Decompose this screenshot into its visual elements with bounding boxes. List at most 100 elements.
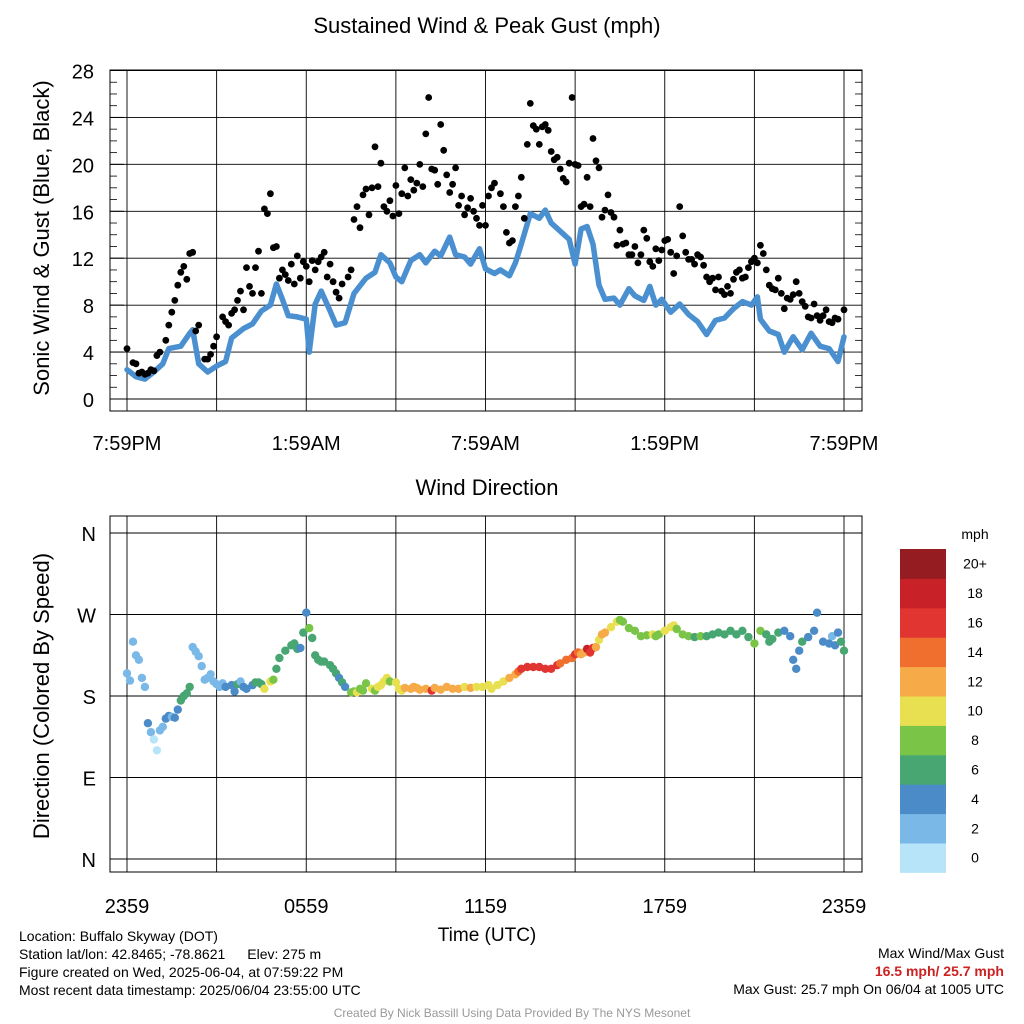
gust-point: [712, 286, 719, 294]
gust-point: [189, 248, 197, 256]
gust-point: [547, 148, 555, 155]
direction-point: [529, 662, 538, 672]
colorbar-swatch: [900, 549, 946, 579]
max-summary: Max Wind/Max Gust 16.5 mph/ 25.7 mph Max…: [733, 944, 1004, 998]
gust-point: [532, 125, 540, 133]
gust-point: [258, 290, 265, 297]
gust-point: [470, 207, 477, 215]
wind-speed-line: [124, 207, 847, 382]
direction-point: [230, 687, 239, 696]
latlon-row: Station lat/lon: 42.8465; -78.8621 Elev: …: [19, 945, 361, 963]
gust-point: [795, 290, 803, 297]
direction-point: [600, 628, 610, 637]
direction-point: [122, 669, 132, 678]
gust-point: [517, 173, 525, 181]
gust-point: [123, 345, 131, 352]
top-plot-frame: [109, 69, 863, 412]
gust-point: [332, 288, 340, 296]
gust-point: [580, 200, 588, 208]
gust-point: [132, 360, 140, 368]
colorbar-swatch: [900, 754, 946, 785]
gust-point: [526, 100, 534, 107]
colorbar-label: 2: [971, 820, 979, 836]
gust-point: [365, 211, 373, 219]
bottom-x-tick-label: 0559: [284, 896, 329, 918]
gust-point: [284, 277, 292, 284]
gust-point: [350, 216, 358, 223]
bottom-x-tick-label: 2359: [822, 896, 867, 918]
gust-point: [407, 176, 415, 184]
gust-point: [598, 213, 606, 221]
max-values: 16.5 mph/ 25.7 mph: [874, 963, 1004, 979]
direction-point: [618, 617, 628, 626]
direction-point: [798, 637, 807, 646]
gust-point: [207, 351, 215, 358]
direction-point: [275, 653, 284, 663]
gust-point: [742, 273, 749, 281]
gust-point: [150, 367, 158, 375]
gust-point: [416, 161, 424, 168]
bottom-chart-title: Wind Direction: [415, 475, 558, 500]
gust-point: [425, 94, 433, 101]
gust-point: [664, 236, 672, 243]
direction-point: [750, 639, 759, 648]
gust-point: [679, 232, 687, 240]
gust-point: [344, 273, 352, 281]
direction-point: [780, 626, 789, 635]
gust-point: [520, 214, 528, 222]
gust-point: [697, 253, 704, 261]
direction-point: [260, 684, 269, 693]
gust-point: [156, 348, 164, 356]
gust-point: [601, 206, 609, 214]
direction-point: [812, 608, 822, 617]
bottom-x-tick-label: 1759: [643, 896, 688, 918]
gust-point: [759, 250, 767, 257]
direction-point: [630, 626, 640, 635]
top-y-tick-label: 24: [72, 108, 94, 130]
colorbar-swatch: [900, 607, 946, 638]
direction-point: [448, 684, 457, 693]
direction-point: [305, 623, 314, 633]
direction-point: [523, 662, 532, 672]
bottom-y-tick-label: S: [83, 687, 96, 709]
gust-point: [383, 207, 391, 215]
gust-point: [413, 179, 421, 187]
direction-point: [809, 626, 819, 635]
top-y-tick-label: 28: [72, 62, 94, 84]
gust-point: [377, 159, 385, 167]
gust-point: [586, 203, 594, 211]
gust-point: [840, 306, 848, 314]
top-chart-axes: 0 4 8 12 16 20 24 28 7:59PM 1:59AM 7:59AM 1:59PM 7:5…: [72, 62, 879, 456]
top-chart-gust-series: [123, 94, 848, 378]
gust-point: [822, 306, 830, 314]
gust-point: [721, 291, 728, 298]
top-y-tick-label: 4: [83, 343, 94, 365]
credit-text: Created By Nick Bassill Using Data Provi…: [333, 1006, 691, 1020]
max-gust-text: Max Gust: 25.7 mph On 06/04 at 1005 UTC: [733, 981, 1004, 997]
direction-point: [340, 682, 350, 692]
gust-point: [389, 212, 397, 220]
direction-point: [125, 676, 135, 685]
gust-point: [792, 278, 800, 286]
gust-point: [353, 203, 361, 211]
direction-point: [281, 646, 290, 655]
gust-point: [240, 306, 247, 314]
elevation-text: Elev: 275 m: [247, 946, 322, 962]
direction-point: [358, 686, 368, 695]
gust-point: [356, 224, 364, 232]
gust-point: [359, 191, 367, 199]
gust-point: [500, 203, 507, 211]
colorbar-label: 8: [971, 732, 979, 748]
gust-point: [613, 241, 621, 249]
gust-point: [338, 280, 346, 288]
direction-point: [149, 735, 159, 744]
gust-point: [485, 192, 492, 200]
gust-point: [273, 243, 280, 250]
gust-point: [264, 210, 271, 218]
direction-point: [606, 623, 616, 632]
gust-point: [583, 173, 591, 181]
top-x-tick-label: 1:59PM: [630, 433, 699, 455]
gust-point: [225, 321, 233, 329]
top-x-tick-label: 7:59PM: [810, 433, 879, 455]
gust-point: [434, 180, 442, 188]
